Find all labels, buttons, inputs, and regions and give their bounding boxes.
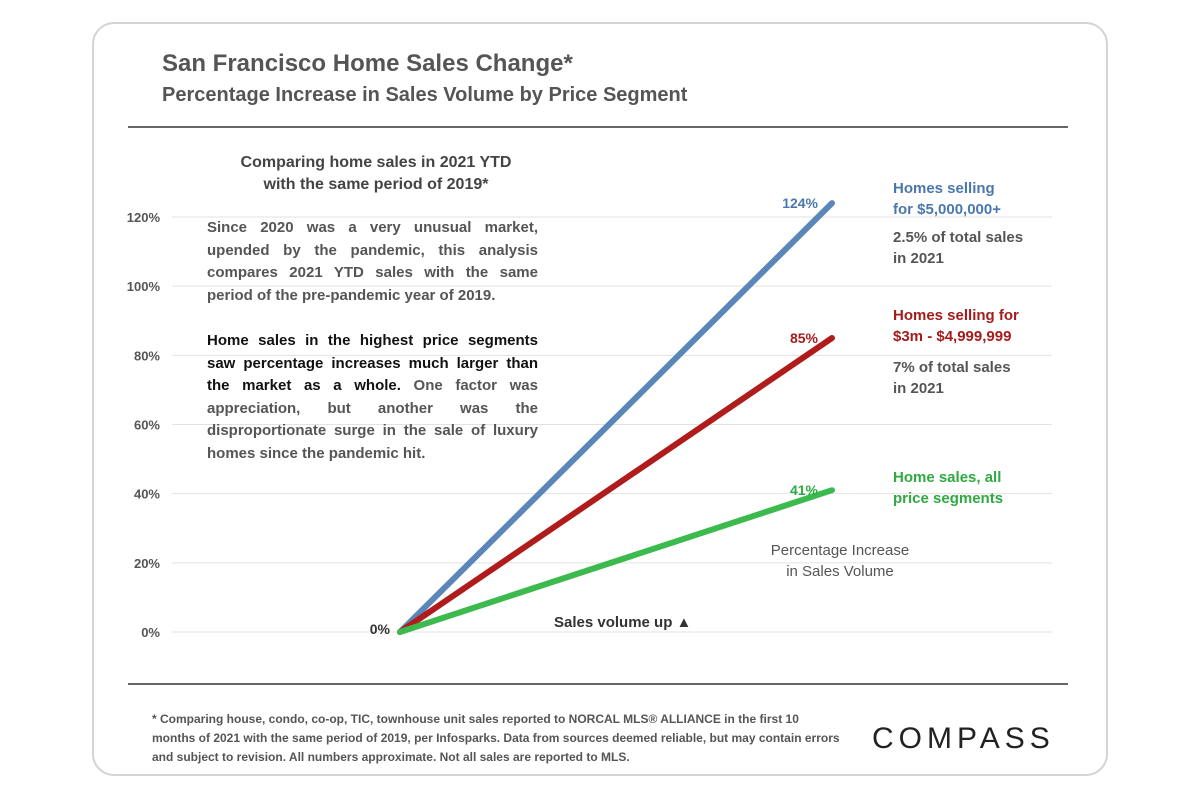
chart-subtitle: Percentage Increase in Sales Volume by P… <box>162 84 688 106</box>
y-tick-label: 60% <box>134 418 160 433</box>
top-divider <box>128 126 1068 128</box>
series-line-1 <box>397 335 835 635</box>
annotation-green-line1: Home sales, all <box>893 469 1002 486</box>
chart-card <box>92 22 1108 776</box>
y-tick-label: 120% <box>127 210 161 225</box>
data-label-end-1: 85% <box>790 330 819 346</box>
annotation-blue-share2: in 2021 <box>893 250 944 267</box>
annotation-red-line2: $3m - $4,999,999 <box>893 328 1012 345</box>
bottom-divider <box>128 683 1068 685</box>
annotation-green-line2: price segments <box>893 490 1004 507</box>
axis-caption-line1: Percentage Increase <box>770 542 910 559</box>
panel-paragraph-1: Since 2020 was a very unusual market, up… <box>207 219 538 304</box>
y-tick-label: 80% <box>134 348 160 363</box>
data-label-start: 0% <box>370 621 391 637</box>
y-tick-label: 40% <box>134 487 160 502</box>
data-label-end-2: 41% <box>790 482 819 498</box>
panel-paragraph-2-rest: One factor was appreciation, but another… <box>207 377 538 462</box>
panel-paragraph-2: Home sales in the highest price segments… <box>207 330 538 465</box>
annotation-red-label: Homes selling for $3m - $4,999,999 <box>893 305 1019 347</box>
annotation-blue-line2: for $5,000,000+ <box>893 201 1001 218</box>
annotation-green-label: Home sales, all price segments <box>893 467 1003 509</box>
annotation-red-line1: Homes selling for <box>893 307 1019 324</box>
annotation-blue-share: 2.5% of total sales in 2021 <box>893 227 1023 269</box>
axis-caption-line2: in Sales Volume <box>786 563 894 580</box>
annotation-red-share: 7% of total sales in 2021 <box>893 357 1011 399</box>
chart-title: San Francisco Home Sales Change* <box>162 50 573 77</box>
panel-heading-line2: with the same period of 2019* <box>263 176 489 193</box>
annotation-blue-line1: Homes selling <box>893 180 995 197</box>
axis-caption: Percentage Increase in Sales Volume <box>770 540 910 582</box>
annotation-blue-share1: 2.5% of total sales <box>893 229 1024 246</box>
footnote: * Comparing house, condo, co-op, TIC, to… <box>152 712 840 764</box>
annotation-blue-label: Homes selling for $5,000,000+ <box>893 178 1001 220</box>
panel-heading: Comparing home sales in 2021 YTD with th… <box>207 152 545 196</box>
compass-logo: COMPASS <box>872 722 1055 755</box>
data-label-end-0: 124% <box>782 195 818 211</box>
series-line-2 <box>397 487 835 635</box>
series-line-0 <box>397 200 835 635</box>
y-tick-label: 0% <box>141 625 160 640</box>
y-tick-label: 100% <box>127 279 161 294</box>
panel-paragraph-2-bold: Home sales in the highest price segments… <box>207 332 538 394</box>
annotation-red-share2: in 2021 <box>893 380 944 397</box>
y-tick-label: 20% <box>134 556 160 571</box>
sales-volume-up-label: Sales volume up ▲ <box>554 614 692 631</box>
annotation-red-share1: 7% of total sales <box>893 359 1011 376</box>
panel-heading-line1: Comparing home sales in 2021 YTD <box>240 154 512 171</box>
